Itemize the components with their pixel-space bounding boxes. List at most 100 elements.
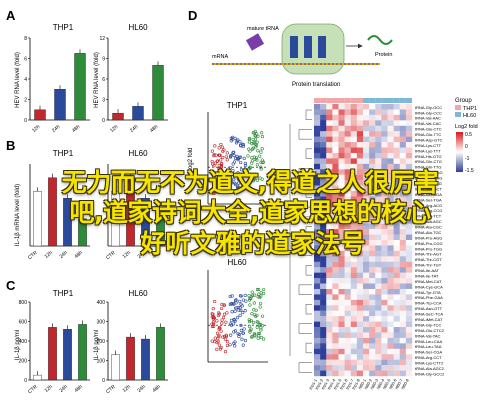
heatmap-cell (399, 142, 407, 148)
heatmap-cell (344, 321, 351, 328)
y-tick-label: 0 (24, 378, 27, 384)
heatmap-cell (387, 109, 394, 116)
heatmap-cell (387, 305, 394, 311)
heatmap-cell (405, 191, 413, 197)
heatmap-cell (405, 310, 413, 317)
x-tick-label: 24h (137, 384, 147, 394)
heatmap-cell (363, 201, 370, 208)
heatmap-cell (350, 321, 358, 328)
y-tick-label: 3 (102, 98, 105, 104)
heatmap-cell (375, 256, 382, 262)
heatmap-cell (363, 223, 370, 230)
heatmap-cell (399, 212, 407, 219)
heatmap-cell (369, 163, 376, 170)
group-bar-cell (405, 98, 412, 103)
heatmap-cell (363, 354, 370, 360)
heatmap-cell (381, 114, 388, 121)
heatmap-cell (405, 180, 413, 186)
heatmap-cell (363, 147, 370, 154)
heatmap-cell (314, 354, 321, 360)
heatmap-cell (344, 158, 351, 165)
heatmap-cell (338, 169, 345, 175)
bar-chart-a-thp1: 0 2 4 6 8 12h 24h 48h (24, 36, 90, 134)
heatmap-cell (338, 370, 345, 377)
heatmap-cell (320, 104, 327, 110)
heatmap-cell (363, 283, 370, 290)
a-title-hl60: HL60 (128, 23, 148, 32)
x-tick-label: 12h (122, 384, 132, 394)
heatmap-cell (399, 310, 407, 317)
heatmap-cell (399, 169, 407, 175)
heatmap-cell (381, 196, 388, 203)
heatmap-cell (393, 212, 400, 219)
heatmap-cell (356, 359, 364, 366)
c-ylabel-hl60: IL-1β pg/ml (94, 330, 100, 360)
heatmap-row-label: tRNA-Ser-CGA (415, 350, 442, 355)
heatmap-cell (363, 272, 370, 279)
heatmap-cell (344, 109, 351, 116)
heatmap-cell (399, 288, 407, 295)
heatmap-row-label: tRNA-Thr-AGT (415, 252, 442, 257)
heatmap-cell (344, 136, 351, 143)
heatmap-cell (381, 158, 388, 165)
heatmap-cell (381, 354, 388, 360)
heatmap-cell (381, 136, 388, 143)
heatmap-cell (393, 223, 400, 230)
heatmap-cell (405, 158, 413, 165)
heatmap-cell (326, 359, 333, 366)
heatmap-row-label: tRNA-Gly-TCC (415, 322, 442, 327)
heatmap-cell (338, 207, 345, 213)
x-tick-label: 24h (137, 250, 147, 260)
bar (34, 109, 46, 121)
heatmap-cell (363, 343, 370, 349)
heatmap-row-label: tRNA-Gly-CCC (415, 110, 442, 115)
heatmap-cell (314, 131, 321, 137)
y-tick-label: 0 (102, 378, 105, 384)
heatmap-cell (332, 321, 339, 328)
heatmap-cell (363, 196, 370, 203)
heatmap-cell (405, 212, 413, 219)
heatmap-cell (332, 142, 339, 148)
heatmap-cell (320, 245, 327, 252)
heatmap-cell (356, 152, 364, 159)
heatmap-cell (356, 294, 364, 301)
heatmap-cell (332, 163, 339, 170)
heatmap-cell (326, 250, 333, 257)
heatmap-cell (332, 337, 339, 344)
heatmap-cell (344, 218, 351, 224)
heatmap-cell (356, 250, 364, 257)
heatmap-cell (350, 196, 358, 203)
heatmap-cell (387, 267, 394, 273)
heatmap-cell (326, 288, 333, 295)
heatmap-row-label: tRNA-Ala-AGC2 (415, 366, 445, 371)
heatmap-cell (326, 278, 333, 284)
heatmap-cell (326, 152, 333, 159)
heatmap-cell (338, 267, 345, 273)
overlay-text-line-3: 好听文雅的道家法号 (140, 229, 366, 258)
heatmap-cell (338, 114, 345, 121)
heatmap-cell (387, 283, 394, 290)
heatmap-cell (356, 343, 364, 349)
x-tick-label: 24h (59, 384, 69, 394)
heatmap-cell (344, 337, 351, 344)
heatmap-cell (338, 120, 345, 126)
heatmap-cell (314, 196, 321, 203)
heatmap-cell (320, 267, 327, 273)
heatmap-cell (399, 152, 407, 159)
heatmap-cell (344, 283, 351, 290)
heatmap-cell (387, 114, 394, 121)
heatmap-cell (369, 147, 376, 154)
heatmap-cell (369, 354, 376, 360)
heatmap-cell (399, 332, 407, 339)
heatmap-cell (338, 261, 345, 268)
legend-entry-thp1: THP1 (463, 106, 477, 112)
heatmap-cell (320, 299, 327, 306)
heatmap-cell (381, 359, 388, 366)
heatmap-row-label: tRNA-Asn-GTT (415, 306, 443, 311)
heatmap-cell (320, 278, 327, 284)
heatmap-cell (393, 218, 400, 224)
heatmap-cell (393, 201, 400, 208)
heatmap-cell (375, 332, 382, 339)
heatmap-cell (332, 288, 339, 295)
heatmap-cell (344, 250, 351, 257)
